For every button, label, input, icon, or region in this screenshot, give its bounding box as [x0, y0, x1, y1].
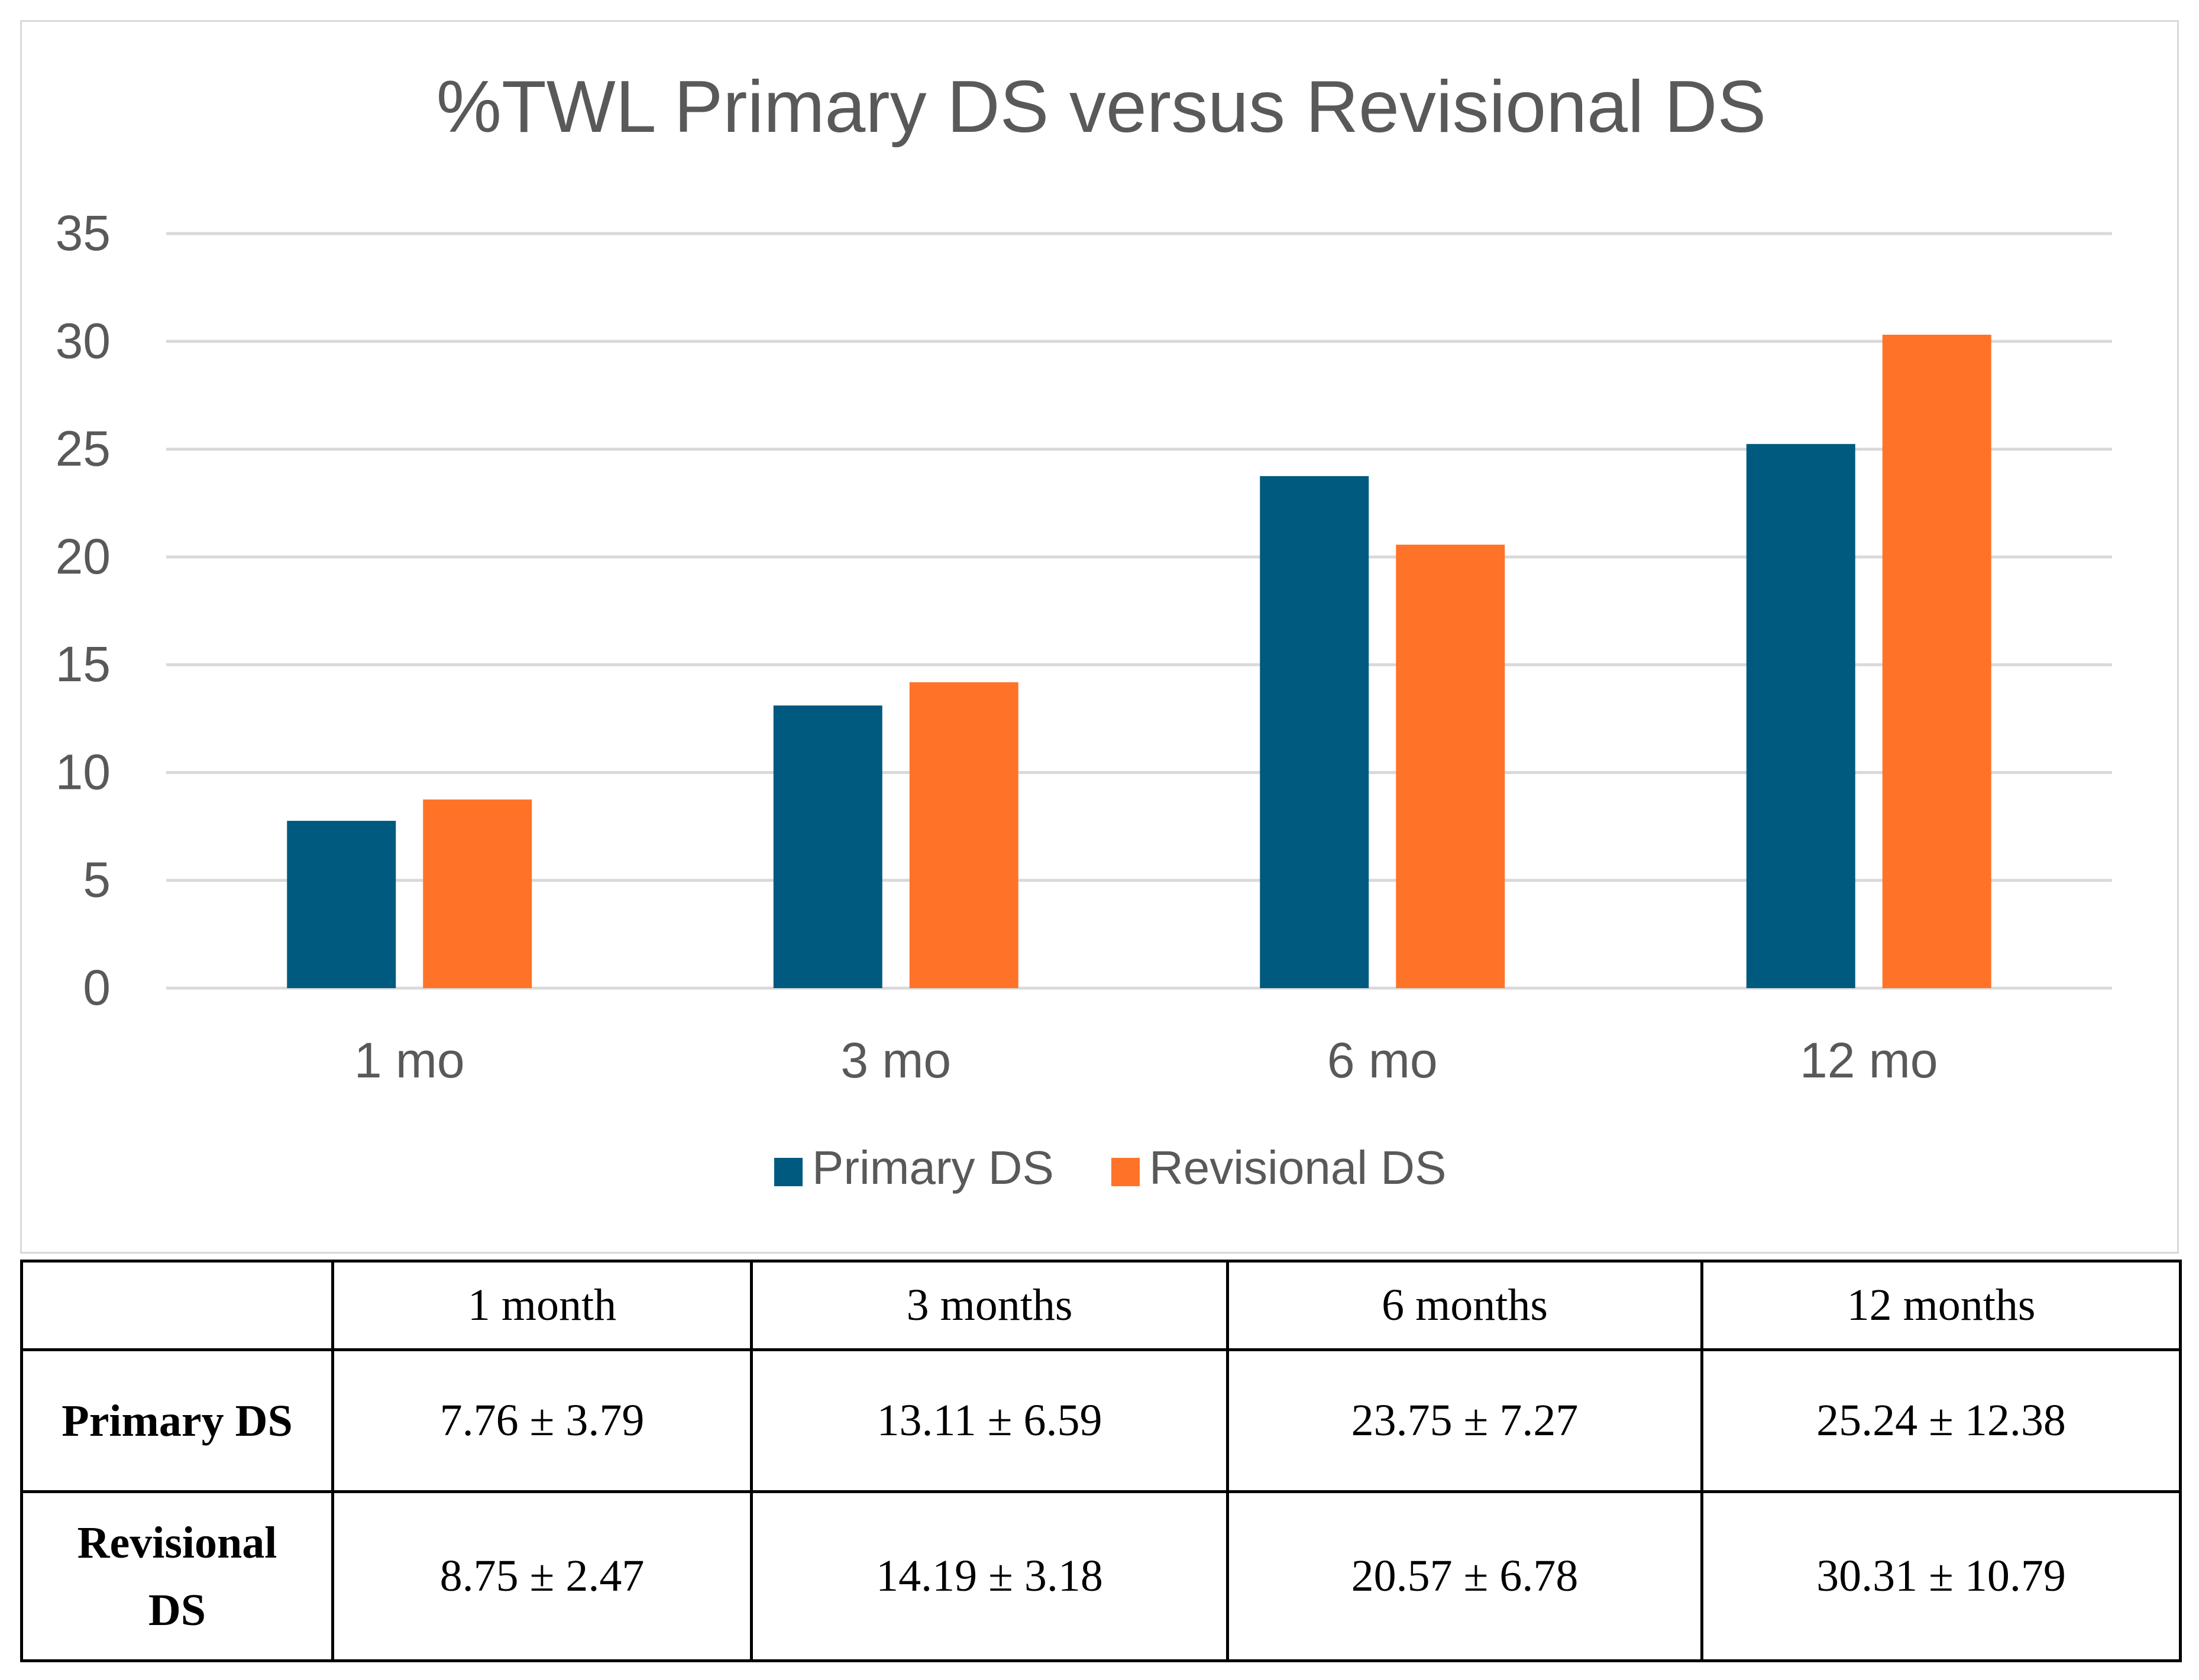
table-row: Revisional DS 8.75 ± 2.47 14.19 ± 3.18 2…: [20, 1490, 2182, 1662]
bar-primary: [1260, 476, 1369, 988]
bar-revisional: [423, 799, 532, 988]
table-row: Primary DS 7.76 ± 3.79 13.11 ± 6.59 23.7…: [20, 1348, 2182, 1493]
bar-revisional: [909, 682, 1018, 988]
y-tick-label: 30: [56, 313, 111, 368]
legend-swatch-revisional: [1111, 1158, 1140, 1186]
chart-panel: %TWL Primary DS versus Revisional DS 0 5 1…: [20, 20, 2179, 1254]
row-label-line: DS: [148, 1585, 206, 1635]
table-cell: 25.24 ± 12.38: [1700, 1348, 2182, 1493]
table-cell: 20.57 ± 6.78: [1226, 1490, 1703, 1662]
y-tick-label: 25: [56, 421, 111, 477]
bar-primary: [287, 821, 396, 988]
table-cell: 14.19 ± 3.18: [750, 1490, 1229, 1662]
x-tick-label: 1 mo: [354, 1032, 465, 1088]
y-tick-label: 10: [56, 744, 111, 799]
legend-swatch-primary: [774, 1158, 803, 1186]
x-tick-label: 12 mo: [1800, 1032, 1938, 1088]
bar-primary: [773, 705, 882, 988]
row-label-primary: Primary DS: [20, 1348, 334, 1493]
row-label-revisional: Revisional DS: [20, 1490, 334, 1662]
table-header-cell: 12 months: [1700, 1260, 2182, 1351]
x-tick-label: 3 mo: [840, 1032, 951, 1088]
y-tick-label: 35: [56, 205, 111, 261]
table-header-cell: 3 months: [750, 1260, 1229, 1351]
bar-revisional: [1396, 545, 1505, 988]
table-cell: 23.75 ± 7.27: [1226, 1348, 1703, 1493]
bar-chart: %TWL Primary DS versus Revisional DS 0 5 1…: [56, 66, 2112, 1194]
x-tick-label: 6 mo: [1327, 1032, 1438, 1088]
chart-title: %TWL Primary DS versus Revisional DS: [436, 66, 1767, 148]
legend-label-primary: Primary DS: [812, 1141, 1054, 1194]
y-tick-label: 0: [83, 960, 111, 1015]
table-header-cell: 1 month: [331, 1260, 753, 1351]
bars: [287, 334, 1991, 988]
bar-primary: [1746, 444, 1855, 988]
table-header-cell: 6 months: [1226, 1260, 1703, 1351]
table-cell: 13.11 ± 6.59: [750, 1348, 1229, 1493]
table-header-row: 1 month 3 months 6 months 12 months: [20, 1260, 2182, 1351]
y-axis-ticks: 0 5 10 15 20 25 30 35: [56, 205, 111, 1015]
y-tick-label: 5: [83, 852, 111, 908]
x-axis-ticks: 1 mo 3 mo 6 mo 12 mo: [354, 1032, 1938, 1088]
table-cell: 7.76 ± 3.79: [331, 1348, 753, 1493]
table-cell: 30.31 ± 10.79: [1700, 1490, 2182, 1662]
results-table: 1 month 3 months 6 months 12 months Prim…: [20, 1260, 2182, 1662]
table-cell: 8.75 ± 2.47: [331, 1490, 753, 1662]
table-header-cell: [20, 1260, 334, 1351]
bar-revisional: [1882, 334, 1991, 988]
legend-label-revisional: Revisional DS: [1149, 1141, 1446, 1194]
legend: Primary DS Revisional DS: [774, 1141, 1446, 1194]
y-tick-label: 15: [56, 636, 111, 692]
row-label-line: Revisional: [77, 1517, 277, 1568]
y-tick-label: 20: [56, 529, 111, 584]
